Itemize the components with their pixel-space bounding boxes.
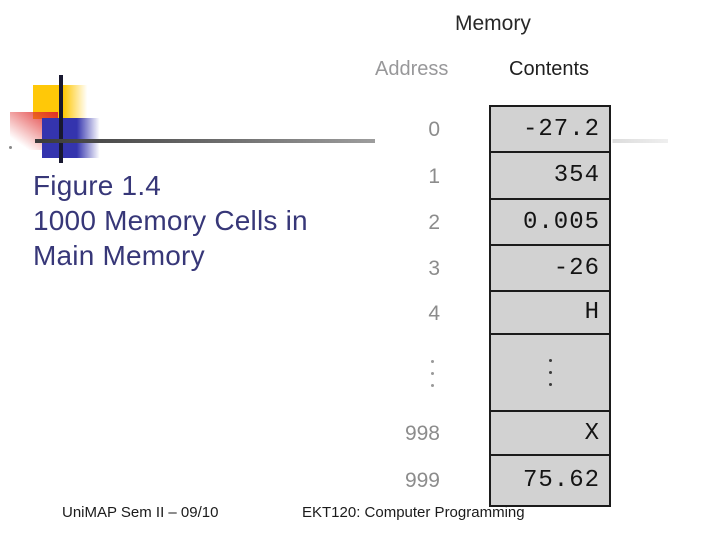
address-label <box>353 335 440 412</box>
address-label: 4 <box>428 301 440 325</box>
memory-cell: 0.005 <box>491 200 609 246</box>
memory-cell: H <box>491 292 609 335</box>
footer-session-label: UniMAP Sem II – 09/10 <box>62 504 219 521</box>
memory-cell <box>491 335 609 412</box>
address-label: 1 <box>428 164 440 188</box>
memory-cell: 75.62 <box>491 456 609 505</box>
figure-caption-line-1: Figure 1.4 <box>33 170 162 201</box>
decor-vertical-line <box>59 75 63 163</box>
ellipsis-dots <box>548 350 552 395</box>
footer-course-label: EKT120: Computer Programming <box>302 504 525 521</box>
memory-cell: -26 <box>491 246 609 292</box>
address-label: 0 <box>428 118 440 141</box>
ellipsis-dots <box>431 351 434 396</box>
address-column-header: Address <box>375 58 449 80</box>
diagram-title: Memory <box>455 12 531 35</box>
address-label: 998 <box>404 422 440 445</box>
figure-caption: Figure 1.4 1000 Memory Cells in Main Mem… <box>33 168 308 273</box>
address-label: 3 <box>428 257 440 280</box>
memory-cell: -27.2 <box>491 107 609 153</box>
figure-caption-line-3: Main Memory <box>33 240 205 271</box>
contents-column-header: Contents <box>509 58 590 80</box>
memory-cell: 354 <box>491 153 609 200</box>
memory-cells-table: -27.2 354 0.005 -26 H X 75.62 <box>489 105 611 507</box>
figure-caption-line-2: 1000 Memory Cells in <box>33 205 308 236</box>
decor-horizontal-rule <box>35 139 668 143</box>
address-column: 0 1 2 3 4 998 999 <box>353 107 440 505</box>
decor-blue-square <box>42 118 102 158</box>
address-label: 2 <box>428 211 440 234</box>
memory-cell: X <box>491 412 609 456</box>
decor-speck <box>9 146 12 149</box>
address-label: 999 <box>404 468 440 492</box>
